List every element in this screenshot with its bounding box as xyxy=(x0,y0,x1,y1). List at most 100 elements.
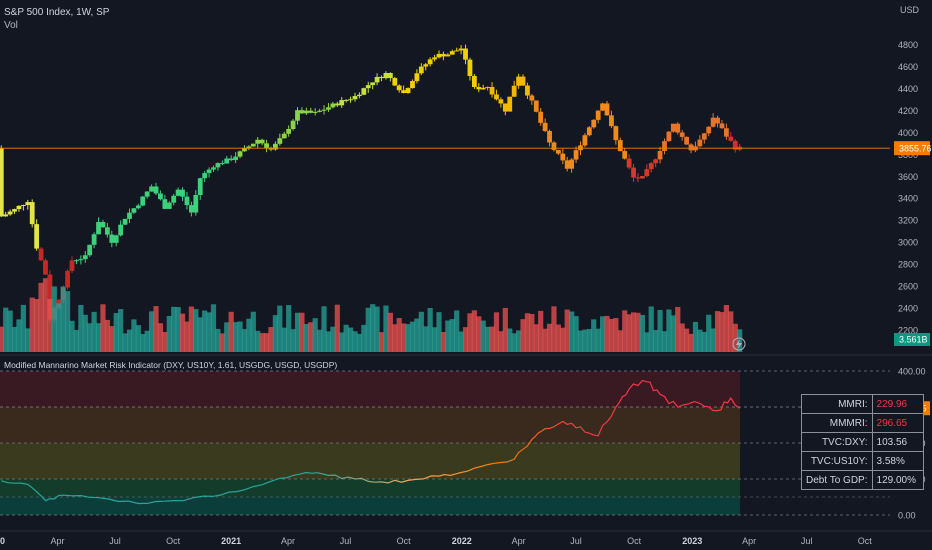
volume-bar xyxy=(308,322,314,352)
price-candle xyxy=(573,146,579,163)
volume-bar xyxy=(622,310,628,352)
currency-label: USD xyxy=(900,5,920,15)
volume-bar xyxy=(126,329,133,352)
price-candle xyxy=(684,136,690,146)
price-candle xyxy=(538,108,544,126)
volume-bar xyxy=(157,323,164,352)
price-candle xyxy=(166,201,172,210)
volume-bar xyxy=(661,331,668,352)
volume-bar xyxy=(104,319,110,352)
mmmri-series-line xyxy=(1,379,741,505)
price-candle xyxy=(233,152,239,164)
price-candle xyxy=(533,100,539,113)
price-candle xyxy=(542,118,548,133)
price-candle xyxy=(215,162,221,171)
volume-bar xyxy=(595,328,601,352)
price-candle xyxy=(308,107,314,114)
price-candle xyxy=(666,130,672,142)
volume-bar xyxy=(515,330,522,352)
price-candle xyxy=(162,194,168,210)
lightning-icon[interactable] xyxy=(732,337,746,351)
price-candle xyxy=(586,126,592,137)
volume-bar xyxy=(706,314,712,352)
price-candle xyxy=(639,176,645,179)
volume-bar xyxy=(100,304,106,352)
volume-bar xyxy=(356,333,363,352)
volume-bar xyxy=(533,324,539,352)
price-candle xyxy=(7,209,13,216)
price-candle xyxy=(180,187,185,202)
price-candle xyxy=(339,97,345,108)
price-candle xyxy=(334,101,340,108)
volume-bar xyxy=(7,310,13,352)
risk-table-label: TVC:DXY: xyxy=(801,432,873,452)
volume-bar xyxy=(502,307,508,352)
price-candle xyxy=(25,199,31,210)
price-candle xyxy=(255,137,261,149)
risk-zone xyxy=(0,479,740,497)
price-candle xyxy=(715,115,720,128)
time-axis-tick-label: Jul xyxy=(109,536,121,546)
price-axis-tick-label: 3400 xyxy=(898,194,918,204)
price-candle xyxy=(701,132,707,144)
price-candle xyxy=(122,218,128,226)
price-candle xyxy=(365,81,371,93)
price-axis-tick-label: 3000 xyxy=(898,238,918,248)
volume-bar xyxy=(454,310,460,352)
price-candle xyxy=(96,217,101,235)
volume-bar xyxy=(166,315,172,352)
price-candle xyxy=(414,69,420,84)
volume-bar xyxy=(140,333,146,352)
volume-bar xyxy=(148,311,155,352)
risk-table-value: 103.56 xyxy=(871,432,924,452)
volume-bar xyxy=(714,311,721,352)
volume-bar xyxy=(82,314,88,352)
volume-bar xyxy=(684,328,690,352)
price-candle xyxy=(211,165,216,172)
price-candle xyxy=(454,47,460,52)
volume-bar xyxy=(524,313,531,352)
price-candle xyxy=(728,132,734,142)
indicator-axis-tick-label: 400.00 xyxy=(898,367,926,377)
volume-bar xyxy=(34,299,40,352)
price-candle xyxy=(228,155,234,162)
volume-bar xyxy=(401,323,407,352)
price-candle xyxy=(250,143,256,147)
price-candle xyxy=(458,45,464,55)
volume-badge-label: 3.561B xyxy=(899,335,928,345)
price-axis-tick-label: 4800 xyxy=(898,40,918,50)
volume-bar xyxy=(206,312,212,352)
volume-bar xyxy=(277,305,283,352)
price-candle xyxy=(401,85,407,94)
price-candle xyxy=(436,50,442,59)
price-candle xyxy=(710,113,716,128)
price-candle xyxy=(343,99,349,103)
volume-bar xyxy=(361,324,367,352)
price-candle xyxy=(582,133,588,148)
volume-bar xyxy=(551,306,557,352)
volume-bar xyxy=(263,333,270,352)
price-candle xyxy=(604,100,610,116)
volume-bar xyxy=(352,331,358,352)
risk-table-value: 229.96 xyxy=(871,394,924,414)
price-candle xyxy=(277,133,283,146)
volume-bar xyxy=(564,309,570,352)
price-candle xyxy=(299,107,305,114)
time-axis-tick-label: Apr xyxy=(742,536,756,546)
price-candle xyxy=(719,120,725,129)
risk-table-label: Debt To GDP: xyxy=(801,470,873,490)
price-axis-tick-label: 4400 xyxy=(898,84,918,94)
price-candle xyxy=(653,158,659,168)
volume-bar xyxy=(507,328,513,352)
price-candle xyxy=(202,171,208,182)
volume-bar xyxy=(60,286,66,352)
price-candle xyxy=(286,125,292,137)
price-candle xyxy=(118,220,124,237)
price-candle xyxy=(476,83,482,93)
price-candle xyxy=(295,107,300,125)
price-candle xyxy=(357,92,362,99)
volume-bar xyxy=(405,324,411,352)
volume-bar xyxy=(29,297,35,352)
price-axis-tick-label: 2800 xyxy=(898,260,918,270)
